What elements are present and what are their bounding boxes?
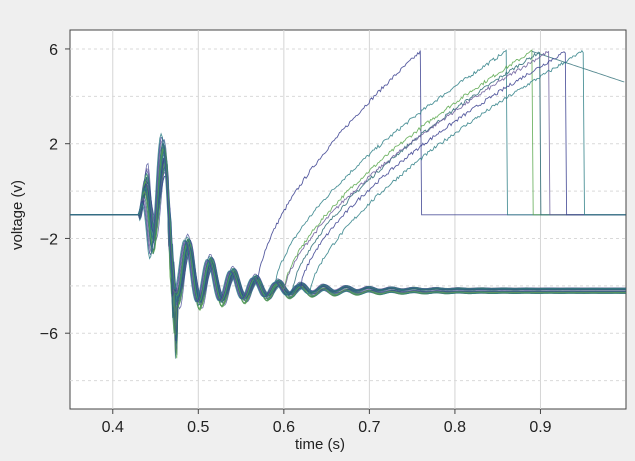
x-ticks: 0.4 0.5 0.6 0.7 0.8 0.9 (102, 409, 552, 436)
y-tick-label: 2 (49, 137, 58, 154)
x-axis-label: time (s) (295, 436, 345, 453)
trace-line (70, 176, 626, 333)
spike-trace-line (70, 51, 626, 303)
x-tick-label: 0.5 (187, 419, 209, 436)
x-tick-label: 0.6 (273, 419, 295, 436)
x-tick-label: 0.4 (102, 419, 124, 436)
trace-line (70, 145, 626, 335)
y-tick-label: −2 (40, 231, 58, 248)
decay-tail-line (531, 50, 625, 83)
traces (70, 49, 626, 359)
trace-line (70, 166, 626, 312)
x-tick-label: 0.7 (358, 419, 380, 436)
y-axis-label: voltage (v) (9, 180, 26, 250)
y-tick-label: 6 (49, 42, 58, 59)
x-tick-label: 0.8 (444, 419, 466, 436)
x-tick-label: 0.9 (529, 419, 551, 436)
plot-area (69, 29, 627, 410)
y-tick-label: −6 (40, 326, 58, 343)
y-ticks: 6 2 −2 −6 (40, 42, 70, 343)
spike-trace-line (70, 49, 626, 302)
spike-trace-line (70, 49, 626, 303)
